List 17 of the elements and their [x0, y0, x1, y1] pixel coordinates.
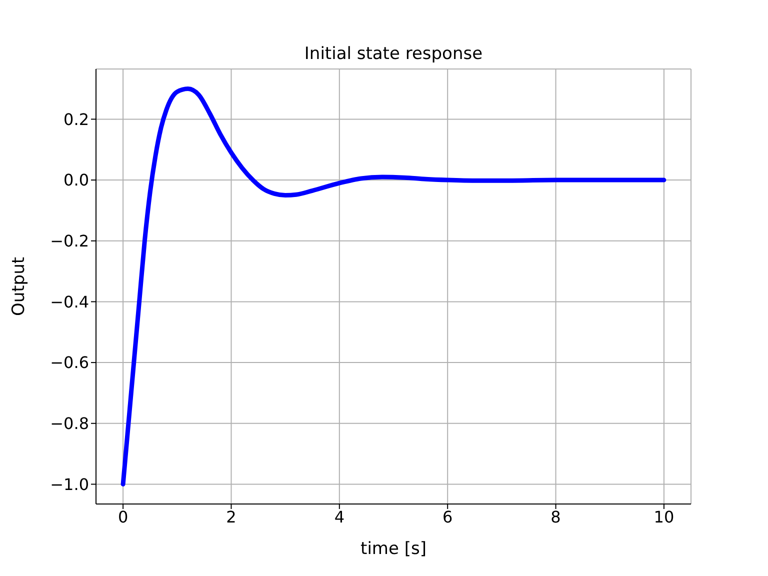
- y-tick-label: −0.4: [50, 292, 89, 312]
- x-tick-label: 10: [654, 507, 674, 526]
- y-tick-label: −0.2: [50, 232, 89, 251]
- x-axis-title: time [s]: [360, 539, 426, 559]
- y-tick-label: −0.6: [50, 353, 89, 372]
- y-tick-label: −1.0: [50, 474, 89, 494]
- x-tick-label: 4: [334, 507, 345, 526]
- x-tick-label: 0: [118, 507, 128, 526]
- x-tick-label: 2: [226, 507, 236, 526]
- y-tick-label: −0.8: [50, 414, 89, 434]
- x-tick-label: 8: [550, 507, 561, 526]
- y-tick-label: 0.0: [64, 170, 89, 190]
- y-tick-label: 0.2: [64, 110, 89, 129]
- x-tick-label: 6: [442, 507, 453, 526]
- chart-title: Initial state response: [303, 44, 484, 64]
- y-axis-title: Output: [9, 256, 30, 316]
- line-series: [120, 86, 666, 486]
